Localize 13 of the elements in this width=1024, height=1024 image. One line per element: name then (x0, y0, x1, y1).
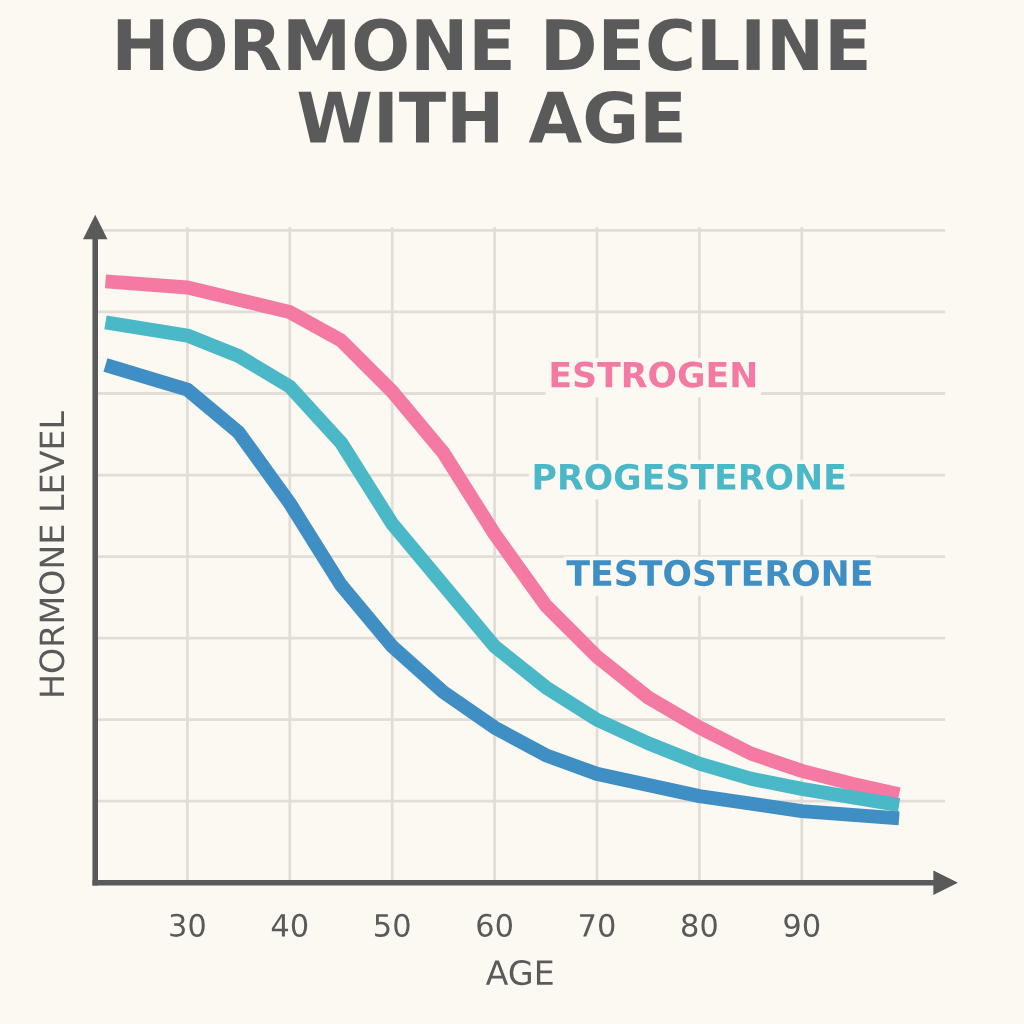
x-tick-label: 60 (477, 913, 512, 937)
x-tick-label: 80 (682, 913, 717, 937)
text: PROGESTERONE (534, 463, 845, 490)
text: ESTROGEN (551, 361, 756, 388)
x-tick-label: 50 (375, 913, 410, 937)
chart-title: HORMONE DECLINE WITH AGE (117, 18, 867, 144)
x-tick-label: 90 (784, 913, 820, 937)
text: TESTOSTERONE (566, 559, 871, 587)
x-axis-title: AGE (485, 960, 553, 986)
x-tick-label: 30 (170, 913, 205, 937)
y-axis-title: HORMONE LEVEL (39, 411, 65, 696)
x-tick-label: 40 (271, 913, 308, 937)
x-tick-label: 70 (580, 913, 615, 937)
